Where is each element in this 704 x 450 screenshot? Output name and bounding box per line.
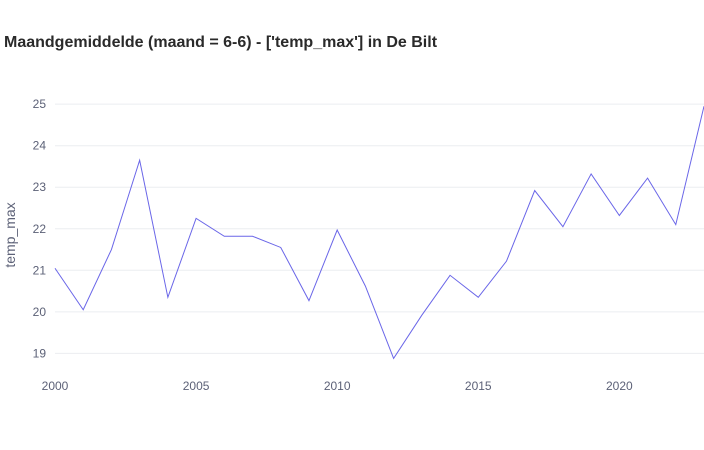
series-line [54,106,704,360]
y-tick-label: 19 [33,346,47,360]
x-tick-label: 2000 [42,379,69,393]
x-tick-label: 2020 [606,379,633,393]
y-tick-label: 25 [33,97,47,111]
grid-lines [55,103,704,354]
x-axis-ticks: 2000 2005 2010 2015 2020 [42,379,633,393]
series-group [54,106,704,360]
x-tick-label: 2005 [183,379,210,393]
y-tick-label: 21 [33,263,47,277]
y-tick-label: 23 [33,180,47,194]
y-axis-ticks: 19 20 21 22 23 24 25 [33,97,47,360]
y-tick-label: 22 [33,222,47,236]
y-tick-label: 20 [33,305,47,319]
y-tick-label: 24 [33,139,47,153]
chart-title: Maandgemiddelde (maand = 6-6) - ['temp_m… [4,34,438,51]
x-tick-label: 2015 [465,379,492,393]
x-tick-label: 2010 [324,379,351,393]
y-axis-label: temp_max [2,202,18,267]
